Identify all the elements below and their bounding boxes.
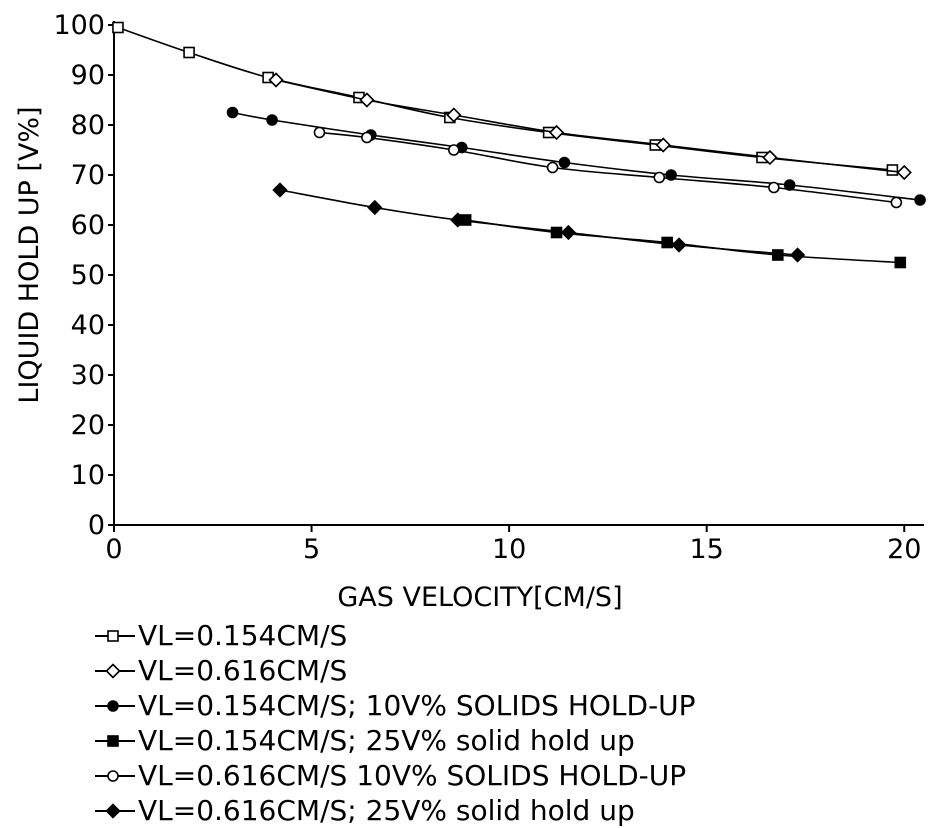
data-point	[112, 21, 124, 34]
series-line	[232, 111, 921, 201]
data-point	[671, 237, 687, 253]
series-line	[465, 219, 901, 264]
legend-key-open-circle	[95, 769, 135, 782]
data-point	[789, 247, 806, 263]
data-point	[266, 114, 278, 126]
y-tick-label: 40	[71, 310, 105, 341]
plot-area: 0 10 20 30 40 50 60 70 80 90 100 0 5 10 15 20	[53, 10, 926, 565]
legend-key-open-diamond	[95, 662, 135, 679]
y-tick-label: 50	[71, 260, 105, 291]
data-point	[107, 769, 119, 782]
data-point	[890, 196, 903, 209]
data-point	[894, 256, 907, 269]
legend-item: VL=0.616CM/S 10V% SOLIDS HOLD-UP	[92, 758, 696, 793]
data-point	[548, 124, 565, 141]
legend-item: VL=0.616CM/S; 25V% solid hold up	[92, 793, 696, 828]
y-tick-label: 100	[53, 10, 105, 41]
data-point	[226, 106, 239, 119]
y-tick-label: 70	[71, 160, 105, 191]
data-point	[107, 699, 119, 712]
data-point	[107, 734, 119, 747]
x-tick-label: 10	[492, 534, 526, 565]
x-tick-label: 20	[887, 534, 921, 565]
data-point	[107, 629, 119, 642]
legend-item: VL=0.154CM/S; 10V% SOLIDS HOLD-UP	[92, 688, 696, 723]
data-point	[105, 662, 121, 679]
series-line	[279, 189, 798, 256]
data-point	[560, 224, 577, 241]
y-tick-label: 30	[71, 360, 105, 391]
data-point	[768, 181, 780, 194]
y-tick-label: 80	[71, 110, 105, 141]
legend-label: VL=0.154CM/S; 10V% SOLIDS HOLD-UP	[138, 689, 696, 722]
data-point	[361, 131, 373, 144]
data-point	[183, 46, 195, 59]
legend-label: VL=0.154CM/S; 25V% solid hold up	[138, 724, 635, 757]
data-point	[313, 126, 326, 139]
data-point	[558, 156, 571, 169]
legend-key-filled-square	[95, 734, 135, 747]
x-tick-label: 15	[690, 534, 724, 565]
y-tick-label: 90	[71, 60, 105, 91]
chart: 0 10 20 30 40 50 60 70 80 90 100 0 5 10 15 20 GAS VELOC…	[14, 10, 926, 612]
series-line	[117, 26, 893, 171]
legend-label: VL=0.616CM/S	[138, 654, 348, 687]
data-point	[655, 137, 671, 153]
data-point	[653, 171, 666, 184]
data-point	[762, 149, 778, 166]
x-tick-label: 5	[303, 534, 320, 565]
data-point	[896, 164, 912, 181]
y-axis-title: LIQUID HOLD UP [V%]	[14, 106, 45, 403]
data-point	[546, 161, 559, 174]
legend: VL=0.154CM/S VL=0.616CM/S VL=0.154CM/S; …	[92, 618, 696, 828]
y-tick-label: 20	[71, 410, 105, 441]
legend-label: VL=0.154CM/S	[138, 619, 348, 652]
data-point	[550, 226, 563, 239]
data-point	[450, 212, 466, 228]
data-point	[446, 107, 462, 123]
y-tick-label: 0	[88, 510, 105, 541]
legend-key-filled-circle	[95, 699, 135, 712]
legend-item: VL=0.616CM/S	[92, 653, 696, 688]
series-line	[275, 79, 905, 174]
data-point	[665, 169, 677, 181]
y-tick-label: 10	[71, 460, 105, 491]
legend-key-filled-diamond	[95, 802, 135, 819]
data-point	[359, 92, 375, 108]
legend-label: VL=0.616CM/S 10V% SOLIDS HOLD-UP	[138, 759, 687, 792]
x-tick-label: 0	[105, 534, 122, 565]
data-point	[772, 249, 784, 261]
legend-label: VL=0.616CM/S; 25V% solid hold up	[138, 794, 635, 827]
data-point	[448, 144, 460, 156]
legend-key-open-square	[95, 629, 135, 642]
data-point	[105, 802, 121, 819]
data-point	[367, 199, 383, 216]
data-point	[272, 182, 288, 198]
legend-item: VL=0.154CM/S	[92, 618, 696, 653]
data-point	[661, 236, 673, 249]
legend-item: VL=0.154CM/S; 25V% solid hold up	[92, 723, 696, 758]
y-tick-label: 60	[71, 210, 105, 241]
data-point	[914, 194, 926, 206]
data-point	[268, 72, 284, 88]
x-axis-title: GAS VELOCITY[CM/S]	[337, 582, 622, 612]
